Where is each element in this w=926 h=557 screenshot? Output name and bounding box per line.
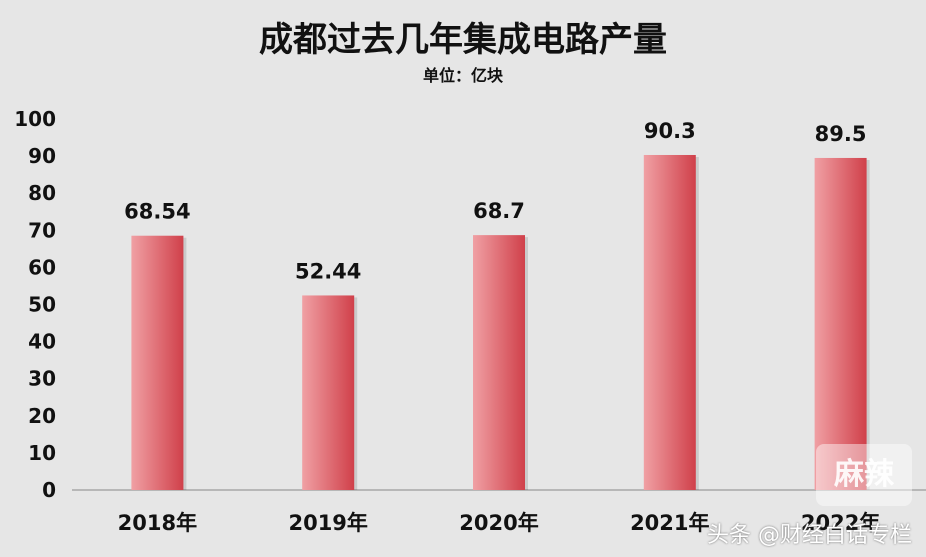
x-tick-label: 2020年: [459, 511, 538, 535]
bar: [302, 295, 355, 490]
brand-logo: 麻辣: [816, 444, 912, 506]
data-label: 90.3: [644, 119, 696, 143]
chart-title: 成都过去几年集成电路产量: [259, 20, 667, 60]
watermark-text: 头条 @财经白话专栏: [707, 523, 912, 548]
y-tick-label: 60: [28, 255, 56, 279]
y-tick-label: 50: [28, 293, 56, 317]
y-tick-label: 90: [28, 144, 56, 168]
logo-text: 麻辣: [834, 457, 894, 492]
bar: [814, 157, 867, 490]
data-label: 52.44: [295, 259, 361, 283]
y-tick-label: 40: [28, 330, 56, 354]
bar: [131, 235, 184, 490]
data-label: 89.5: [815, 122, 867, 146]
y-tick-label: 30: [28, 367, 56, 391]
x-tick-label: 2021年: [630, 511, 709, 535]
bar: [473, 235, 525, 490]
x-tick-label: 2019年: [288, 511, 367, 535]
y-tick-label: 10: [28, 441, 56, 465]
y-tick-label: 80: [28, 181, 56, 205]
bar: [643, 154, 696, 490]
chart-subtitle: 单位：亿块: [422, 66, 503, 85]
y-tick-label: 20: [28, 404, 56, 428]
y-tick-label: 70: [28, 218, 56, 242]
data-label: 68.54: [124, 200, 190, 224]
x-tick-label: 2022年: [801, 511, 880, 535]
y-tick-label: 0: [42, 478, 56, 502]
x-tick-label: 2018年: [118, 511, 197, 535]
y-tick-label: 100: [14, 107, 56, 131]
data-label: 68.7: [473, 199, 525, 223]
